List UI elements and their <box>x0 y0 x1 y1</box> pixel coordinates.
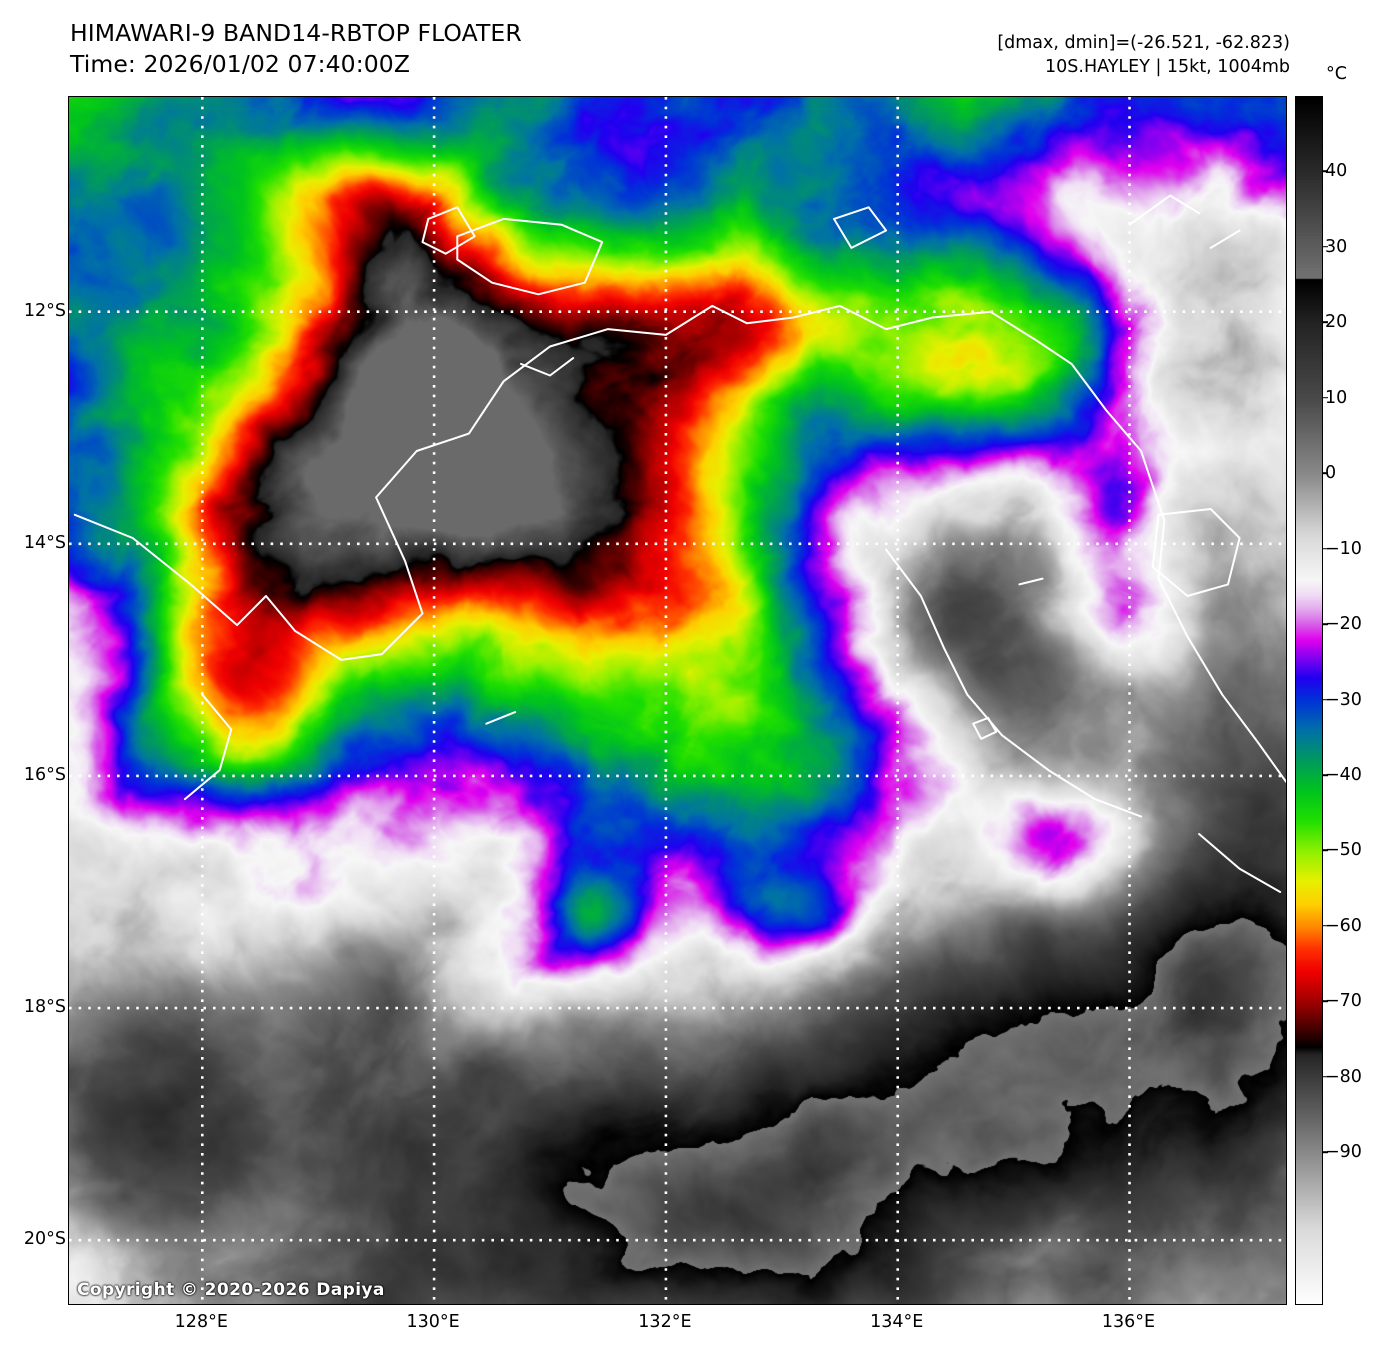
colorbar-tick-mark <box>1322 925 1328 927</box>
colorbar-tick-label: 10 <box>1325 387 1348 408</box>
header-meta: [dmax, dmin]=(-26.521, -62.823) 10S.HAYLE… <box>997 31 1290 79</box>
colorbar-tick-mark <box>1322 547 1328 550</box>
colorbar-tick-mark <box>1322 170 1328 173</box>
lat-tick-label: 20°S <box>23 1229 66 1250</box>
coastline-path <box>421 206 476 255</box>
lon-tick-label: 128°E <box>174 1312 228 1332</box>
lon-tick-label: 136°E <box>1101 1312 1156 1332</box>
colorbar-tick-mark <box>1322 472 1328 474</box>
colorbar-tick-mark <box>1322 1000 1328 1003</box>
graticule-gridlines <box>69 97 1286 1304</box>
colorbar <box>1295 96 1323 1305</box>
colorbar-tick-mark <box>1322 1151 1328 1153</box>
copyright-label: Copyright © 2020-2026 Dapiya <box>77 1280 385 1300</box>
colorbar-tick-mark <box>1322 698 1328 701</box>
colorbar-tick-mark <box>1322 849 1328 852</box>
coastline-path <box>183 693 233 801</box>
lon-tick-label: 134°E <box>870 1312 924 1332</box>
page-title: HIMAWARI-9 BAND14-RBTOP FLOATER Time: 202… <box>70 18 522 80</box>
colorbar-tick-mark <box>1322 623 1328 625</box>
colorbar-tick-label: −10 <box>1325 538 1362 559</box>
coastline-path <box>73 304 1286 783</box>
colorbar-tick-label: −20 <box>1325 614 1362 635</box>
colorbar-tick-label: −90 <box>1325 1142 1362 1163</box>
coastline-path <box>1198 833 1282 893</box>
coastline-path <box>485 711 517 725</box>
colorbar-tick-label: 20 <box>1325 312 1348 333</box>
data-minmax-label: [dmax, dmin]=(-26.521, -62.823) <box>997 33 1290 53</box>
storm-info-label: 10S.HAYLEY | 15kt, 1004mb <box>1045 57 1290 77</box>
coastline-path <box>456 217 604 296</box>
coastline-path <box>1128 194 1201 226</box>
title-line-2-time: Time: 2026/01/02 07:40:00Z <box>70 50 411 78</box>
lon-tick-label: 130°E <box>406 1312 460 1332</box>
coastline-path <box>520 357 575 377</box>
coastline-path <box>1018 577 1044 586</box>
colorbar-tick-label: −80 <box>1325 1066 1362 1087</box>
colorbar-unit-label: °C <box>1326 64 1347 84</box>
colorbar-tick-label: −70 <box>1325 991 1362 1012</box>
colorbar-tick-label: −30 <box>1325 689 1362 710</box>
coastline-overlay <box>73 194 1286 893</box>
satellite-image-plot: Copyright © 2020-2026 Dapiya <box>68 96 1287 1305</box>
coastline-path <box>833 206 888 249</box>
lat-tick-label: 18°S <box>23 997 66 1018</box>
coastline-path <box>1151 508 1241 597</box>
lat-tick-label: 14°S <box>23 532 66 553</box>
title-line-1: HIMAWARI-9 BAND14-RBTOP FLOATER <box>70 19 522 47</box>
colorbar-tick-label: −60 <box>1325 915 1362 936</box>
colorbar-tick-label: 40 <box>1325 161 1348 182</box>
coastline-path <box>885 548 1143 818</box>
coastline-path <box>972 716 998 740</box>
lat-tick-label: 16°S <box>23 764 66 785</box>
colorbar-tick-label: −40 <box>1325 764 1362 785</box>
colorbar-tick-mark <box>1322 1075 1328 1078</box>
lon-tick-label: 132°E <box>638 1312 692 1332</box>
colorbar-tick-label: 0 <box>1325 463 1337 484</box>
colorbar-tick-mark <box>1322 396 1328 399</box>
colorbar-tick-label: −50 <box>1325 840 1362 861</box>
colorbar-tick-mark <box>1322 246 1328 248</box>
satellite-imagery-canvas <box>69 97 1286 1304</box>
colorbar-gradient <box>1296 97 1322 1304</box>
lat-tick-label: 12°S <box>23 300 66 321</box>
colorbar-tick-label: 30 <box>1325 236 1348 257</box>
colorbar-tick-mark <box>1322 321 1328 324</box>
colorbar-tick-mark <box>1322 774 1328 776</box>
coastline-path <box>1209 229 1241 249</box>
